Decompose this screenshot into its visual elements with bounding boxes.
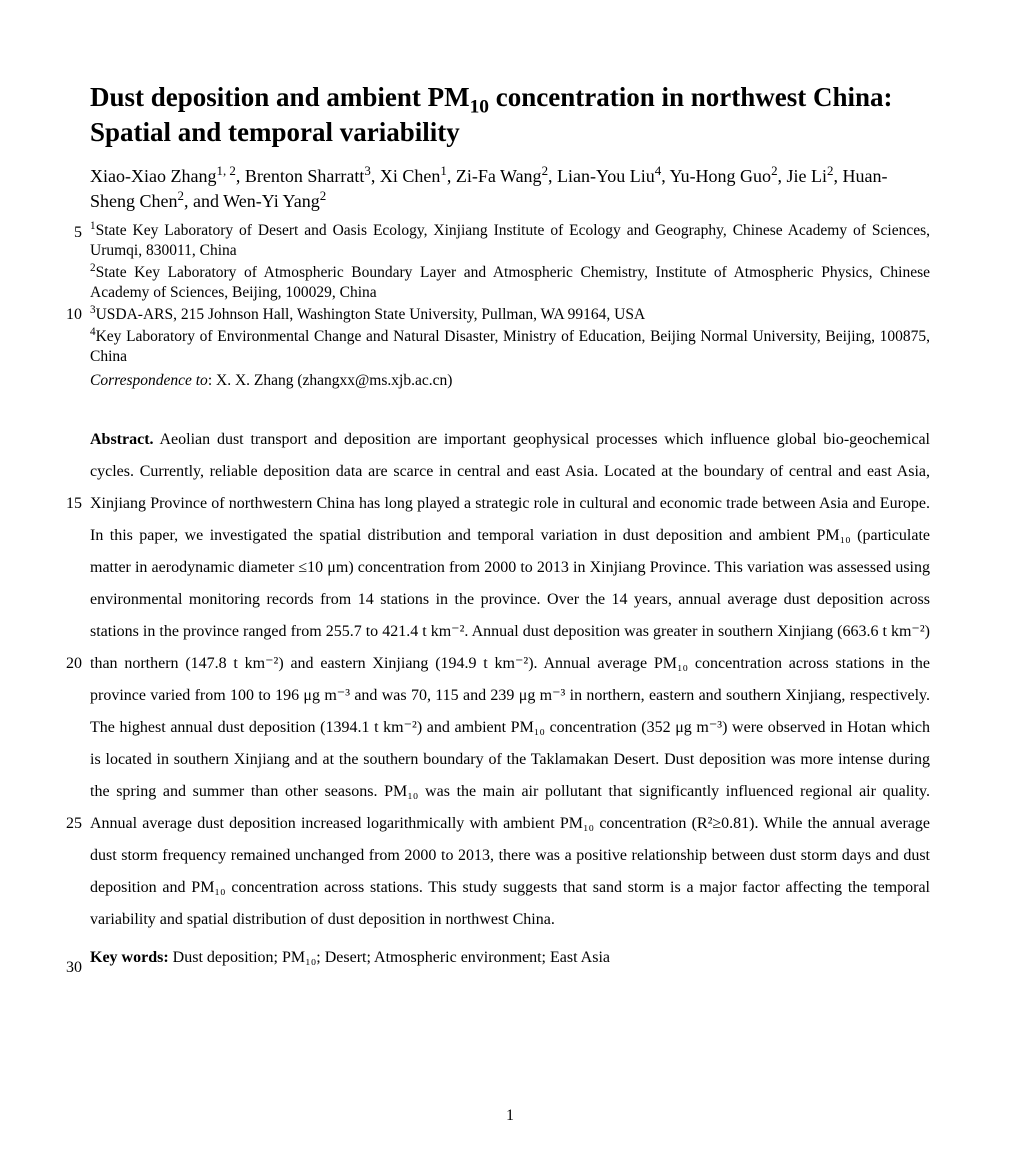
paper-content: Dust deposition and ambient PM10 concent… <box>90 80 930 970</box>
line-number: 30 <box>62 959 82 977</box>
line-number: 10 <box>62 306 82 324</box>
author: Brenton Sharratt3 <box>245 166 371 186</box>
author: Yu-Hong Guo2 <box>670 166 778 186</box>
line-number: 15 <box>62 495 82 513</box>
correspondence: Correspondence to: X. X. Zhang (zhangxx@… <box>90 372 930 390</box>
author: Xiao-Xiao Zhang1, 2 <box>90 166 236 186</box>
author: Zi-Fa Wang2 <box>456 166 548 186</box>
author-aff: 2 <box>827 163 833 178</box>
abstract-label: Abstract. <box>90 431 154 448</box>
author-name: Brenton Sharratt <box>245 166 364 186</box>
page-number: 1 <box>506 1107 514 1125</box>
author-aff: 1, 2 <box>216 163 235 178</box>
affil-text: State Key Laboratory of Atmospheric Boun… <box>90 264 930 301</box>
paper-title: Dust deposition and ambient PM10 concent… <box>90 80 930 150</box>
affiliation: 3USDA-ARS, 215 Johnson Hall, Washington … <box>90 305 930 325</box>
affiliation: 1State Key Laboratory of Desert and Oasi… <box>90 221 930 261</box>
abstract-body: Aeolian dust transport and deposition ar… <box>90 431 930 928</box>
line-number: 5 <box>62 224 82 242</box>
line-number: 20 <box>62 655 82 673</box>
author-aff: 4 <box>655 163 661 178</box>
corr-text: : X. X. Zhang (zhangxx@ms.xjb.ac.cn) <box>208 372 453 389</box>
title-pre: Dust deposition and ambient PM <box>90 82 470 112</box>
author-name: Wen-Yi Yang <box>223 191 320 211</box>
author-aff: 2 <box>178 188 184 203</box>
author-aff: 2 <box>771 163 777 178</box>
author-name: Yu-Hong Guo <box>670 166 772 186</box>
author-name: Zi-Fa Wang <box>456 166 542 186</box>
author-name: Jie Li <box>787 166 828 186</box>
author-aff: 2 <box>320 188 326 203</box>
author: Lian-You Liu4 <box>557 166 661 186</box>
affil-text: Key Laboratory of Environmental Change a… <box>90 328 930 365</box>
author-name: Lian-You Liu <box>557 166 655 186</box>
author: Xi Chen1 <box>380 166 447 186</box>
corr-label: Correspondence to <box>90 372 208 389</box>
author-aff: 1 <box>440 163 446 178</box>
author-list: Xiao-Xiao Zhang1, 2, Brenton Sharratt3, … <box>90 164 930 214</box>
title-subscript: 10 <box>470 96 489 117</box>
author-name: Xi Chen <box>380 166 441 186</box>
author: Jie Li2 <box>787 166 834 186</box>
keywords-text: Dust deposition; PM₁₀; Desert; Atmospher… <box>169 949 610 966</box>
affil-text: State Key Laboratory of Desert and Oasis… <box>90 222 930 259</box>
author-name: Xiao-Xiao Zhang <box>90 166 216 186</box>
keywords: Key words: Dust deposition; PM₁₀; Desert… <box>90 946 930 970</box>
affiliation: 2State Key Laboratory of Atmospheric Bou… <box>90 263 930 303</box>
affiliation-block: 1State Key Laboratory of Desert and Oasi… <box>90 221 930 368</box>
author: Wen-Yi Yang2 <box>223 191 326 211</box>
abstract: Abstract. Aeolian dust transport and dep… <box>90 424 930 936</box>
author-aff: 2 <box>542 163 548 178</box>
affiliation: 4Key Laboratory of Environmental Change … <box>90 327 930 367</box>
author-aff: 3 <box>364 163 370 178</box>
affil-text: USDA-ARS, 215 Johnson Hall, Washington S… <box>96 306 646 323</box>
line-number: 25 <box>62 815 82 833</box>
keywords-label: Key words: <box>90 949 169 966</box>
